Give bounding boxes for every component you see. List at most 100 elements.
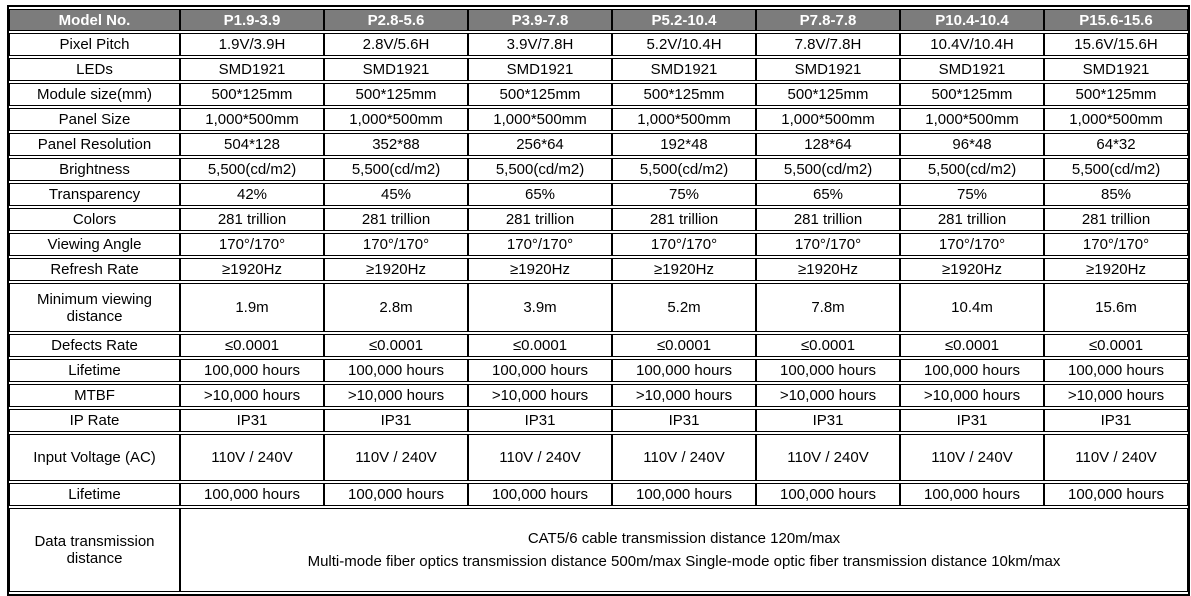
spec-value-cell: 1,000*500mm	[756, 108, 900, 131]
spec-value-cell: 100,000 hours	[612, 359, 756, 382]
spec-value-cell: 110V / 240V	[324, 434, 468, 481]
spec-value-cell: ≥1920Hz	[468, 258, 612, 281]
spec-value-cell: 42%	[180, 183, 324, 206]
table-row: Module size(mm) 500*125mm 500*125mm 500*125…	[9, 83, 1188, 106]
row-label: Panel Resolution	[9, 133, 180, 156]
row-label: Module size(mm)	[9, 83, 180, 106]
spec-value-cell: 192*48	[612, 133, 756, 156]
table-row: IP Rate IP31 IP31 IP31 IP31 IP31 IP31 IP31	[9, 409, 1188, 432]
data-transmission-line: Multi-mode fiber optics transmission dis…	[307, 553, 1061, 570]
spec-value-cell: ≤0.0001	[900, 334, 1044, 357]
spec-table: Model No. P1.9-3.9 P2.8-5.6 P3.9-7.8 P5.2-10…	[7, 5, 1190, 596]
model-column-header: P3.9-7.8	[468, 9, 612, 31]
spec-value-cell: 281 trillion	[1044, 208, 1188, 231]
row-label: Defects Rate	[9, 334, 180, 357]
spec-value-cell: 110V / 240V	[900, 434, 1044, 481]
spec-value-cell: 170°/170°	[468, 233, 612, 256]
spec-value-cell: IP31	[1044, 409, 1188, 432]
row-label: Panel Size	[9, 108, 180, 131]
spec-value-cell: 45%	[324, 183, 468, 206]
table-row: Transparency 42% 45% 65% 75% 65% 75% 85%	[9, 183, 1188, 206]
spec-value-cell: 128*64	[756, 133, 900, 156]
model-column-header: P1.9-3.9	[180, 9, 324, 31]
spec-value-cell: SMD1921	[612, 58, 756, 81]
row-label: IP Rate	[9, 409, 180, 432]
spec-value-cell: IP31	[180, 409, 324, 432]
spec-value-cell: 65%	[468, 183, 612, 206]
spec-value-cell: >10,000 hours	[180, 384, 324, 407]
spec-value-cell: 5,500(cd/m2)	[468, 158, 612, 181]
table-row: Lifetime 100,000 hours 100,000 hours 100,00…	[9, 483, 1188, 506]
spec-value-cell: 500*125mm	[468, 83, 612, 106]
row-label: Pixel Pitch	[9, 33, 180, 56]
model-column-header: P5.2-10.4	[612, 9, 756, 31]
spec-value-cell: 10.4m	[900, 283, 1044, 332]
spec-value-cell: 7.8m	[756, 283, 900, 332]
spec-value-cell: 100,000 hours	[468, 483, 612, 506]
table-row: Panel Size 1,000*500mm 1,000*500mm 1,000*50…	[9, 108, 1188, 131]
row-label: Lifetime	[9, 483, 180, 506]
table-row: Minimum viewing distance 1.9m 2.8m 3.9m 5.2m…	[9, 283, 1188, 332]
spec-value-cell: IP31	[900, 409, 1044, 432]
spec-value-cell: 110V / 240V	[756, 434, 900, 481]
spec-value-cell: 1,000*500mm	[180, 108, 324, 131]
table-row: Brightness 5,500(cd/m2) 5,500(cd/m2) 5,500(…	[9, 158, 1188, 181]
spec-value-cell: 5,500(cd/m2)	[1044, 158, 1188, 181]
spec-value-cell: 5,500(cd/m2)	[612, 158, 756, 181]
spec-value-cell: 100,000 hours	[900, 359, 1044, 382]
spec-value-cell: 5,500(cd/m2)	[900, 158, 1044, 181]
spec-value-cell: IP31	[324, 409, 468, 432]
spec-value-cell: ≤0.0001	[324, 334, 468, 357]
spec-value-cell: 110V / 240V	[180, 434, 324, 481]
spec-value-cell: 15.6V/15.6H	[1044, 33, 1188, 56]
data-transmission-row: Data transmission distance CAT5/6 cable t…	[9, 508, 1188, 592]
spec-value-cell: IP31	[468, 409, 612, 432]
spec-value-cell: 504*128	[180, 133, 324, 156]
spec-value-cell: 3.9m	[468, 283, 612, 332]
spec-value-cell: 1.9V/3.9H	[180, 33, 324, 56]
row-label: Viewing Angle	[9, 233, 180, 256]
spec-value-cell: 10.4V/10.4H	[900, 33, 1044, 56]
spec-value-cell: ≤0.0001	[756, 334, 900, 357]
model-column-header: P10.4-10.4	[900, 9, 1044, 31]
spec-value-cell: 100,000 hours	[324, 359, 468, 382]
spec-value-cell: 100,000 hours	[468, 359, 612, 382]
model-no-header: Model No.	[9, 9, 180, 31]
spec-value-cell: 281 trillion	[900, 208, 1044, 231]
spec-value-cell: 100,000 hours	[756, 483, 900, 506]
spec-value-cell: 281 trillion	[180, 208, 324, 231]
spec-value-cell: 2.8m	[324, 283, 468, 332]
data-transmission-line: CAT5/6 cable transmission distance 120m/…	[527, 530, 841, 547]
row-label: Refresh Rate	[9, 258, 180, 281]
row-label: Input Voltage (AC)	[9, 434, 180, 481]
spec-value-cell: 500*125mm	[612, 83, 756, 106]
spec-value-cell: 100,000 hours	[1044, 359, 1188, 382]
spec-value-cell: ≤0.0001	[612, 334, 756, 357]
spec-value-cell: >10,000 hours	[756, 384, 900, 407]
spec-value-cell: SMD1921	[900, 58, 1044, 81]
spec-value-cell: 100,000 hours	[1044, 483, 1188, 506]
spec-value-cell: ≥1920Hz	[612, 258, 756, 281]
spec-value-cell: 500*125mm	[900, 83, 1044, 106]
spec-value-cell: 281 trillion	[612, 208, 756, 231]
table-row: MTBF >10,000 hours >10,000 hours >10,000 ho…	[9, 384, 1188, 407]
spec-value-cell: SMD1921	[180, 58, 324, 81]
model-column-header: P15.6-15.6	[1044, 9, 1188, 31]
spec-value-cell: >10,000 hours	[1044, 384, 1188, 407]
spec-value-cell: 64*32	[1044, 133, 1188, 156]
spec-value-cell: 500*125mm	[180, 83, 324, 106]
spec-value-cell: 100,000 hours	[900, 483, 1044, 506]
spec-value-cell: 256*64	[468, 133, 612, 156]
table-row: Pixel Pitch 1.9V/3.9H 2.8V/5.6H 3.9V/7.8H 5.…	[9, 33, 1188, 56]
spec-value-cell: ≤0.0001	[180, 334, 324, 357]
spec-value-cell: 96*48	[900, 133, 1044, 156]
spec-value-cell: 281 trillion	[324, 208, 468, 231]
spec-value-cell: SMD1921	[756, 58, 900, 81]
spec-value-cell: 352*88	[324, 133, 468, 156]
spec-value-cell: 500*125mm	[1044, 83, 1188, 106]
row-label: Transparency	[9, 183, 180, 206]
row-label: MTBF	[9, 384, 180, 407]
table-row: Defects Rate ≤0.0001 ≤0.0001 ≤0.0001 ≤0.0001…	[9, 334, 1188, 357]
spec-value-cell: 1,000*500mm	[900, 108, 1044, 131]
spec-value-cell: 7.8V/7.8H	[756, 33, 900, 56]
